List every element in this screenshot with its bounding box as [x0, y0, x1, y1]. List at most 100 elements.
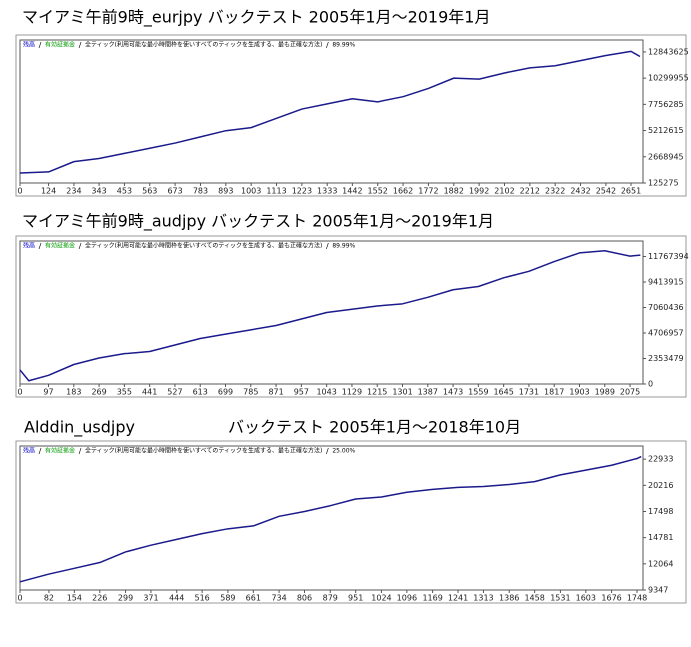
x-tick-label: 2102: [494, 187, 514, 196]
x-tick-label: 2432: [570, 187, 590, 196]
x-tick-label: 2542: [596, 187, 616, 196]
y-tick-label: 2353479: [648, 354, 684, 363]
x-tick-label: 1096: [397, 594, 417, 603]
panel-frame: [15, 34, 687, 197]
chart-title: マイアミ午前9時_audjpy バックテスト 2005年1月～2019年1月: [22, 212, 494, 232]
y-tick-label: 20216: [648, 481, 673, 490]
separator: [38, 41, 42, 49]
x-tick-label: 441: [142, 388, 157, 397]
x-tick-label: 1882: [444, 187, 464, 196]
x-tick-label: 951: [348, 594, 363, 603]
x-tick-label: 1458: [524, 594, 544, 603]
legend-entry: 残高: [23, 447, 35, 455]
x-tick-label: 0: [17, 187, 22, 196]
y-tick-label: 7060436: [648, 303, 684, 312]
model-text: 全ティック(利用可能な最小時間枠を使いすべてのティックを生成する、最も正確な方法…: [85, 447, 322, 455]
x-tick-label: 1241: [448, 594, 468, 603]
x-tick-label: 2075: [620, 388, 640, 397]
y-tick-label: 5212615: [648, 126, 684, 135]
x-tick-label: 82: [44, 594, 54, 603]
x-tick-label: 1645: [493, 388, 513, 397]
x-tick-label: 371: [143, 594, 158, 603]
quality-text: 89.99%: [332, 42, 355, 49]
legend-entry: 残高: [23, 242, 35, 250]
x-tick-label: 1024: [371, 594, 391, 603]
x-tick-label: 699: [218, 388, 233, 397]
x-tick-label: 1603: [576, 594, 596, 603]
x-tick-label: 299: [118, 594, 133, 603]
model-text: 全ティック(利用可能な最小時間枠を使いすべてのティックを生成する、最も正確な方法…: [85, 41, 322, 49]
x-tick-label: 183: [66, 388, 81, 397]
separator: [78, 242, 82, 250]
x-tick-label: 1129: [342, 388, 362, 397]
x-tick-label: 783: [193, 187, 208, 196]
x-tick-label: 613: [193, 388, 208, 397]
equity-line: [19, 50, 641, 174]
x-tick-label: 893: [218, 187, 233, 196]
x-tick-label: 1531: [550, 594, 570, 603]
x-tick-label: 871: [268, 388, 283, 397]
plot-area: [19, 445, 644, 591]
x-tick-label: 1473: [443, 388, 463, 397]
y-tick-label: 12843625: [648, 47, 689, 56]
x-tick-label: 444: [169, 594, 184, 603]
x-tick-label: 1817: [544, 388, 564, 397]
panel-frame: [15, 235, 687, 398]
x-tick-label: 734: [271, 594, 286, 603]
x-tick-label: 1989: [595, 388, 615, 397]
quality-text: 89.99%: [332, 243, 355, 250]
x-tick-label: 589: [220, 594, 235, 603]
x-tick-label: 1043: [316, 388, 336, 397]
x-tick-label: 806: [297, 594, 312, 603]
legend-entry: 有効証拠金: [45, 447, 75, 455]
y-tick-label: 11767394: [648, 252, 689, 261]
chart-title: マイアミ午前9時_eurjpy バックテスト 2005年1月～2019年1月: [22, 8, 490, 28]
x-tick-label: 1003: [241, 187, 261, 196]
x-tick-label: 2322: [545, 187, 565, 196]
x-tick-label: 355: [117, 388, 132, 397]
x-tick-label: 0: [17, 388, 22, 397]
separator: [326, 242, 329, 250]
x-tick-label: 1731: [519, 388, 539, 397]
x-tick-label: 226: [92, 594, 107, 603]
y-tick-label: 22933: [648, 455, 673, 464]
legend-entry: 残高: [23, 41, 35, 49]
x-tick-label: 1333: [317, 187, 337, 196]
legend-entry: 有効証拠金: [45, 242, 75, 250]
y-tick-label: 14781: [648, 533, 673, 542]
x-tick-label: 343: [91, 187, 106, 196]
separator: [78, 447, 82, 455]
separator: [38, 447, 42, 455]
y-tick-label: 4706957: [648, 329, 684, 338]
x-tick-label: 1559: [468, 388, 488, 397]
y-tick-label: 9347: [648, 586, 668, 595]
equity-line: [19, 455, 642, 583]
x-tick-label: 1662: [393, 187, 413, 196]
x-tick-label: 1442: [342, 187, 362, 196]
x-tick-label: 673: [167, 187, 182, 196]
x-tick-label: 1772: [418, 187, 438, 196]
x-tick-label: 124: [41, 187, 56, 196]
quality-text: 25.00%: [332, 448, 355, 455]
x-tick-label: 1748: [627, 594, 647, 603]
x-tick-label: 1215: [367, 388, 387, 397]
x-tick-label: 269: [91, 388, 106, 397]
y-tick-label: 10299955: [648, 74, 689, 83]
x-tick-label: 1113: [266, 187, 286, 196]
y-tick-label: 2668945: [648, 152, 684, 161]
equity-line: [19, 250, 641, 382]
x-tick-label: 527: [167, 388, 182, 397]
x-tick-label: 1313: [473, 594, 493, 603]
x-tick-label: 234: [66, 187, 81, 196]
y-tick-label: 17498: [648, 507, 673, 516]
x-tick-label: 1992: [469, 187, 489, 196]
x-tick-label: 1169: [422, 594, 442, 603]
x-tick-label: 2212: [520, 187, 540, 196]
separator: [326, 447, 329, 455]
x-tick-label: 154: [67, 594, 82, 603]
x-tick-label: 785: [243, 388, 258, 397]
x-tick-label: 453: [117, 187, 132, 196]
model-text: 全ティック(利用可能な最小時間枠を使いすべてのティックを生成する、最も正確な方法…: [85, 242, 322, 250]
y-tick-label: 12064: [648, 559, 673, 568]
